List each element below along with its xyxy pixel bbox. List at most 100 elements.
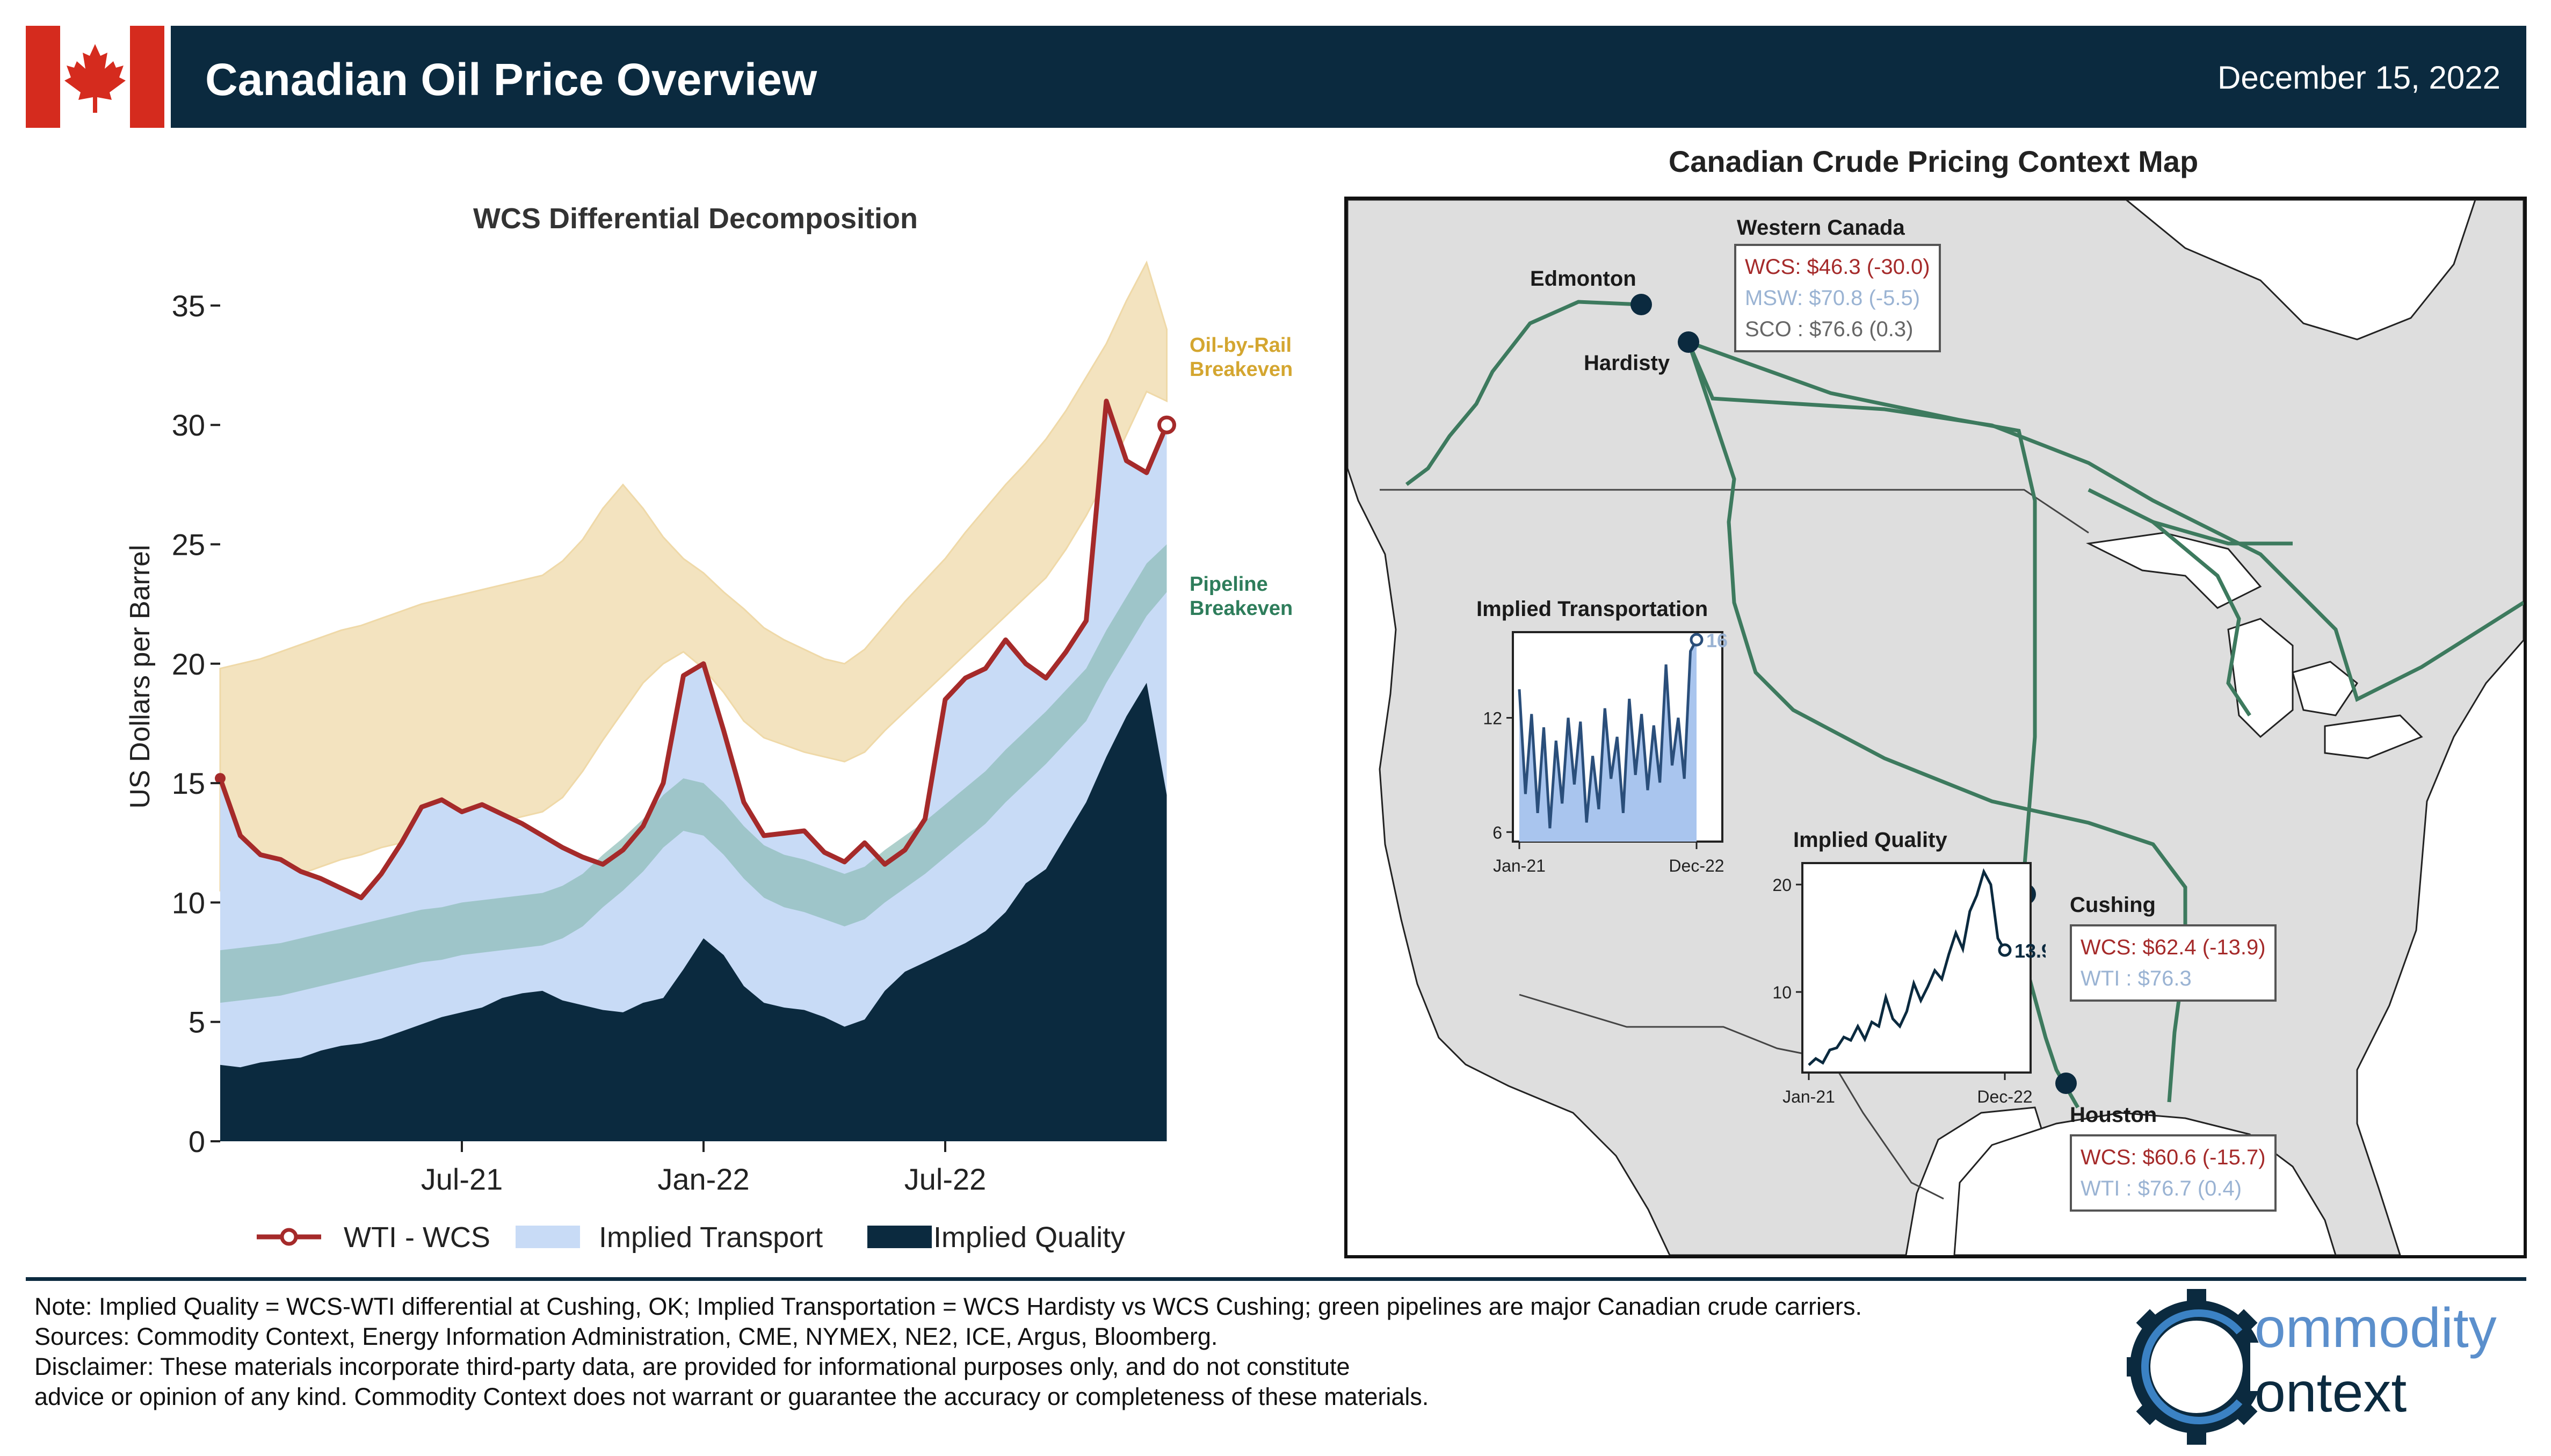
hardisty-label: Hardisty: [1584, 351, 1670, 375]
houston-wti: WTI : $76.7 (0.4): [2081, 1177, 2242, 1200]
pricing-context-map: Edmonton Hardisty Cushing Houston Wester…: [1344, 197, 2527, 1258]
x-tick-label: Jan-22: [657, 1162, 749, 1196]
cushing-label: Cushing: [2070, 893, 2156, 917]
houston-price-box: WCS: $60.6 (-15.7) WTI : $76.7 (0.4): [2070, 1134, 2277, 1212]
commodity-context-logo: ommodity ontext: [2127, 1289, 2497, 1445]
y-tick-label: 30: [172, 408, 205, 442]
cushing-price-box: WCS: $62.4 (-13.9) WTI : $76.3: [2070, 924, 2277, 1002]
y-tick-label: 5: [189, 1005, 205, 1039]
wti-wcs-last-point: [1157, 415, 1176, 434]
western-canada-title: Western Canada: [1737, 216, 1905, 240]
footer-divider: [26, 1277, 2526, 1281]
implied-quality-area: [220, 683, 1167, 1141]
footer-disclaimer-line1: Disclaimer: These materials incorporate …: [34, 1353, 1350, 1380]
inset-last-point: [1998, 943, 2012, 957]
wti-wcs-series-path: [218, 399, 1169, 900]
inset-x-label: Dec-22: [1669, 856, 1724, 875]
implied-transport-area: [220, 401, 1167, 1141]
flag-left-bar: [26, 26, 60, 128]
report-date: December 15, 2022: [2217, 60, 2501, 96]
legend-label: Implied Quality: [933, 1221, 1125, 1254]
wti-wcs-line: [215, 399, 1176, 900]
flag-right-bar: [130, 26, 164, 128]
x-tick-label: Jul-21: [421, 1162, 503, 1196]
cushing-wcs: WCS: $62.4 (-13.9): [2081, 936, 2266, 959]
hardisty-marker: [1678, 331, 1699, 353]
y-tick-label: 0: [189, 1125, 205, 1158]
rail-band-area: [219, 260, 1168, 892]
implied-transportation-inset: Implied Transportation 16.1 6 12 Jan-21 Dec-…: [1476, 597, 1729, 875]
x-tick-label: Jul-22: [904, 1162, 987, 1196]
legend-label: WTI - WCS: [344, 1221, 490, 1254]
pipeline-enbridge-line5: [2088, 488, 2251, 716]
rail-label-line2: Breakeven: [1190, 358, 1293, 381]
chart-title: WCS Differential Decomposition: [473, 202, 918, 235]
footer-notes: Note: Implied Quality = WCS-WTI differen…: [34, 1292, 2075, 1412]
pipeline-routes: [1405, 300, 2524, 1109]
wti-wcs-first-point: [215, 773, 226, 784]
houston-label: Houston: [2070, 1103, 2157, 1127]
y-tick-label: 20: [172, 647, 205, 681]
implied-quality-inset: Implied Quality 13.9 10 20 Jan-21 Dec-22: [1772, 828, 2046, 1106]
inset-x-label: Jan-21: [1782, 1087, 1835, 1106]
western-canada-price-box: WCS: $46.3 (-30.0) MSW: $70.8 (-5.5) SCO…: [1734, 244, 1941, 352]
chart-legend: WTI - WCS Implied Transport Implied Qual…: [257, 1221, 1125, 1254]
header-bar: Canadian Oil Price Overview December 15,…: [171, 26, 2526, 128]
inset-plot: 16.1 6 12 Jan-21 Dec-22: [1483, 629, 1729, 875]
y-axis-label: US Dollars per Barrel: [125, 545, 156, 808]
inset-title: Implied Quality: [1793, 828, 1947, 852]
edmonton-label: Edmonton: [1530, 267, 1636, 291]
inset-y-label: 12: [1483, 709, 1502, 728]
y-tick-label: 25: [172, 528, 205, 562]
y-tick-label: 35: [172, 289, 205, 323]
pipeline-trans-mountain: [1405, 300, 1641, 486]
footer-sources: Sources: Commodity Context, Energy Infor…: [34, 1323, 1218, 1350]
map-title: Canadian Crude Pricing Context Map: [1668, 144, 2199, 178]
pipeline-label-line2: Breakeven: [1190, 597, 1293, 620]
inset-x-label: Jan-21: [1493, 856, 1546, 875]
pipeline-breakeven-label: Pipeline Breakeven: [1190, 573, 1293, 620]
us-canada-border: [1380, 489, 2089, 534]
footer-note: Note: Implied Quality = WCS-WTI differen…: [34, 1293, 1862, 1320]
inset-x-label: Dec-22: [1977, 1087, 2032, 1106]
y-tick-label: 10: [172, 886, 205, 919]
inset-y-label: 10: [1772, 983, 1792, 1002]
western-canada-sco: SCO : $76.6 (0.3): [1745, 317, 1914, 341]
page-title: Canadian Oil Price Overview: [205, 54, 817, 105]
legend-item-implied-transport: Implied Transport: [516, 1221, 823, 1254]
inset-series-line: [1518, 639, 1698, 829]
wcs-differential-chart: WCS Differential Decomposition US Dollar…: [125, 202, 1293, 1254]
houston-wcs: WCS: $60.6 (-15.7): [2081, 1146, 2266, 1169]
logo-line1: ommodity: [2255, 1297, 2497, 1359]
inset-title: Implied Transportation: [1476, 597, 1708, 621]
inset-last-value: 13.9: [2014, 940, 2046, 962]
transport-fill: [220, 401, 1167, 1141]
legend-item-wti-wcs: WTI - WCS: [257, 1221, 490, 1254]
inset-plot: 13.9 10 20 Jan-21 Dec-22: [1772, 868, 2046, 1106]
inset-y-label: 20: [1772, 875, 1792, 895]
pipeline-breakeven-band: [220, 544, 1167, 1003]
canada-flag-icon: [26, 26, 164, 128]
rail-breakeven-label: Oil-by-Rail Breakeven: [1190, 334, 1293, 381]
pipeline-enbridge-mainline: [1686, 341, 2524, 702]
legend-item-implied-quality: Implied Quality: [867, 1221, 1125, 1254]
y-axis-ticks: 0 5 10 15 20 25 30 35: [172, 289, 220, 1158]
western-canada-wcs: WCS: $46.3 (-30.0): [1745, 255, 1930, 279]
inset-y-label: 6: [1492, 823, 1502, 842]
inset-last-point: [1690, 633, 1704, 647]
inset-series-line: [1808, 868, 2006, 1066]
logo-line2: ontext: [2255, 1361, 2407, 1424]
pipeline-label-line1: Pipeline: [1190, 573, 1268, 596]
pipeline-flanagan: [2153, 520, 2293, 546]
rail-breakeven-band: [219, 260, 1168, 892]
great-lakes: [2086, 532, 2423, 759]
houston-marker: [2055, 1073, 2077, 1094]
western-canada-msw: MSW: $70.8 (-5.5): [1745, 286, 1921, 310]
northern-water: [2125, 200, 2476, 341]
y-tick-label: 15: [172, 766, 205, 800]
pipeline-band-area: [220, 544, 1167, 1003]
rail-label-line1: Oil-by-Rail: [1190, 334, 1292, 357]
legend-label: Implied Transport: [599, 1221, 823, 1254]
gear-icon: [2127, 1289, 2266, 1445]
footer-disclaimer-line2: advice or opinion of any kind. Commodity…: [34, 1383, 1429, 1410]
